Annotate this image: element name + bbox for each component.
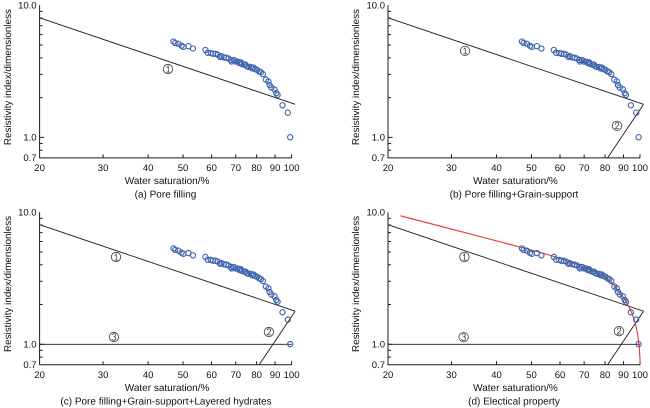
svg-text:(c) Pore filling+Grain-support: (c) Pore filling+Grain-support+Layered h… — [60, 396, 271, 407]
svg-text:(b) Pore filling+Grain-support: (b) Pore filling+Grain-support — [450, 189, 579, 200]
svg-text:(d) Electical property: (d) Electical property — [468, 396, 560, 407]
svg-text:(a) Pore filling: (a) Pore filling — [135, 189, 197, 200]
